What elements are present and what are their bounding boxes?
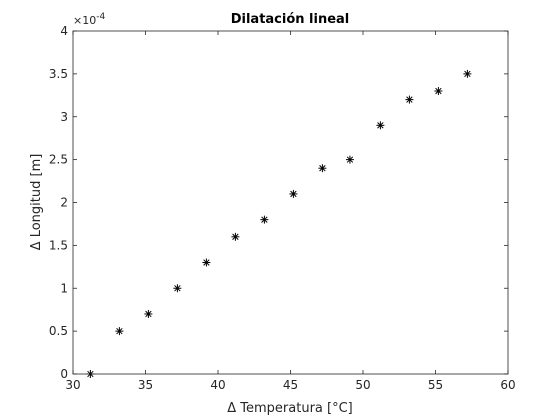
y-tick-label: 3 — [60, 110, 68, 124]
x-axis-label: Δ Temperatura [°C] — [227, 401, 352, 416]
chart-title: Dilatación lineal — [231, 12, 350, 27]
data-point — [345, 155, 354, 164]
y-tick-label: 1 — [60, 281, 68, 295]
y-tick-label: 2 — [60, 196, 68, 210]
data-point — [260, 215, 269, 224]
x-tick-label: 45 — [283, 378, 298, 392]
x-tick-label: 60 — [500, 378, 515, 392]
x-tick-label: 30 — [65, 378, 80, 392]
y-tick-label: 0.5 — [49, 324, 68, 338]
plot-area — [73, 31, 508, 374]
y-tick-label: 1.5 — [49, 238, 68, 252]
y-axis-label: Δ Longitud [m] — [29, 154, 44, 251]
data-point — [405, 95, 414, 104]
y-tick-label: 2.5 — [49, 153, 68, 167]
data-point — [144, 309, 153, 318]
data-point — [463, 69, 472, 78]
data-point — [231, 232, 240, 241]
y-tick-label: 3.5 — [49, 67, 68, 81]
x-tick-label: 55 — [428, 378, 443, 392]
x-tick-label: 50 — [355, 378, 370, 392]
axes-box — [72, 30, 509, 375]
data-point — [173, 284, 182, 293]
data-point — [115, 327, 124, 336]
data-point — [376, 121, 385, 130]
data-point — [289, 189, 298, 198]
data-points — [86, 69, 472, 378]
data-point — [434, 87, 443, 96]
y-exponent-label: ×10-4 — [73, 12, 105, 27]
y-tick-label: 0 — [60, 367, 68, 381]
x-tick-label: 40 — [210, 378, 225, 392]
data-point — [202, 258, 211, 267]
x-tick-label: 35 — [138, 378, 153, 392]
y-tick-label: 4 — [60, 24, 68, 38]
data-point — [318, 164, 327, 173]
